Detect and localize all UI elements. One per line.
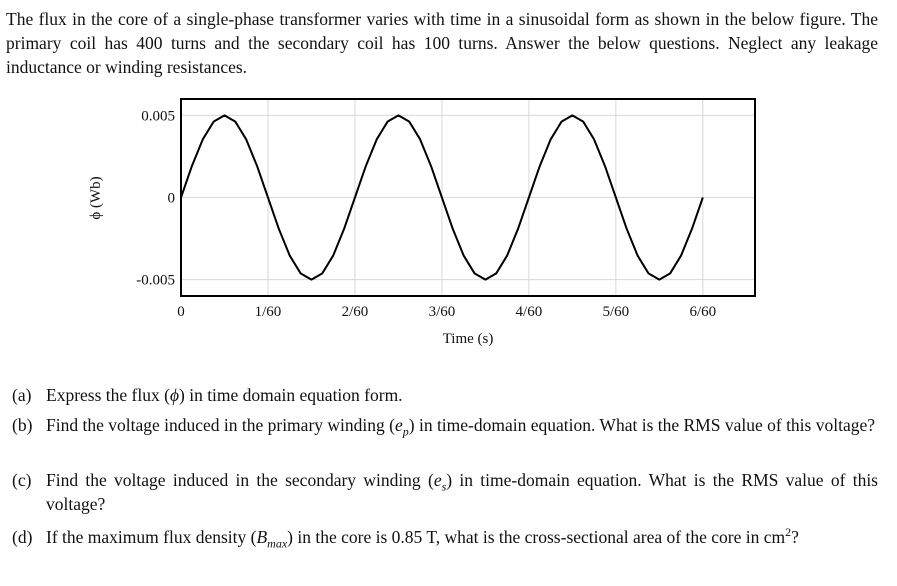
question: (c) Find the voltage induced in the secon… bbox=[12, 468, 878, 516]
question-label: (b) bbox=[12, 415, 33, 435]
question-label: (c) bbox=[12, 470, 32, 490]
math-symbol: ϕ bbox=[169, 385, 179, 405]
plot-frame bbox=[180, 98, 756, 297]
question-label: (d) bbox=[12, 527, 33, 547]
question-text: ) in time-domain equation. What is the R… bbox=[408, 415, 876, 435]
superscript: 2 bbox=[785, 525, 792, 540]
x-axis-label: Time (s) bbox=[443, 331, 494, 347]
y-tick-label: 0 bbox=[168, 191, 176, 207]
x-tick-label: 1/60 bbox=[255, 304, 282, 320]
intro-paragraph: The flux in the core of a single-phase t… bbox=[6, 9, 878, 77]
question-text: ) in time domain equation form. bbox=[179, 385, 403, 405]
question-text: ) in time-domain equation. What is the R… bbox=[46, 470, 878, 514]
x-tick-label: 2/60 bbox=[342, 304, 369, 320]
y-tick-label: 0.005 bbox=[141, 108, 175, 124]
question-text: Find the voltage induced in the primary … bbox=[46, 415, 395, 435]
question-text: ? bbox=[791, 527, 799, 547]
math-symbol: e bbox=[433, 470, 442, 490]
question-text: Find the voltage induced in the secondar… bbox=[46, 470, 434, 490]
math-symbol: e bbox=[394, 415, 403, 435]
question-text: ) in the core is 0.85 T, what is the cro… bbox=[287, 527, 786, 547]
x-tick-label: 5/60 bbox=[603, 304, 630, 320]
x-tick-label: 6/60 bbox=[689, 304, 716, 320]
question-text: Express the flux ( bbox=[46, 385, 170, 405]
x-tick-label: 4/60 bbox=[516, 304, 543, 320]
chart: Time (s) ϕ (Wb) 0 1/60 2/60 3/60 4/60 5/60 6/6… bbox=[88, 98, 756, 347]
flux-curve bbox=[180, 114, 704, 281]
math-symbol: B bbox=[256, 527, 268, 547]
y-tick-label: -0.005 bbox=[136, 273, 175, 289]
question: (d) If the maximum flux density (Bmax) in… bbox=[12, 525, 878, 549]
question-label: (a) bbox=[12, 385, 32, 405]
x-tick-label: 0 bbox=[177, 304, 185, 320]
question: (b) Find the voltage induced in the prima… bbox=[12, 413, 878, 439]
y-axis-label: ϕ (Wb) bbox=[88, 176, 104, 219]
question: (a) Express the flux (ϕ) in time domain e… bbox=[12, 383, 878, 407]
math-subscript: max bbox=[267, 536, 288, 551]
math-subscript: p bbox=[402, 424, 409, 439]
math-subscript: s bbox=[441, 479, 447, 494]
question-text: If the maximum flux density ( bbox=[46, 527, 257, 547]
x-tick-label: 3/60 bbox=[429, 304, 456, 320]
